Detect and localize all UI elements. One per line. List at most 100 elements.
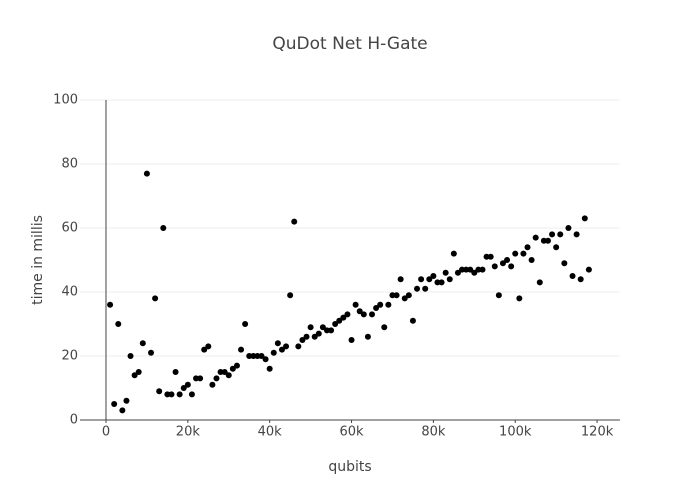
point — [131, 372, 138, 379]
point — [262, 356, 269, 363]
point — [303, 333, 310, 340]
point — [381, 324, 388, 331]
point — [532, 234, 539, 241]
point — [364, 333, 371, 340]
point — [336, 317, 343, 324]
point — [242, 321, 249, 327]
point — [225, 372, 232, 379]
point — [360, 311, 367, 318]
point — [143, 170, 150, 177]
point — [528, 257, 535, 263]
point — [577, 276, 584, 283]
point — [557, 231, 564, 238]
point — [180, 385, 187, 391]
point — [233, 362, 240, 369]
point — [442, 269, 449, 276]
point — [156, 388, 163, 395]
point — [495, 292, 502, 299]
point — [467, 266, 474, 273]
x-tick-label: 20k — [176, 425, 201, 440]
point — [393, 292, 400, 299]
point — [139, 340, 146, 347]
point — [536, 279, 543, 286]
point — [148, 349, 155, 356]
y-tick-label: 100 — [53, 93, 78, 108]
point — [344, 311, 351, 318]
point — [197, 375, 204, 382]
point — [201, 346, 208, 353]
point — [283, 343, 290, 350]
point — [471, 269, 478, 276]
y-tick-label: 60 — [61, 221, 78, 236]
point — [504, 257, 511, 263]
point — [278, 346, 285, 353]
point — [377, 301, 384, 308]
point — [553, 244, 560, 251]
point — [287, 292, 294, 299]
point — [368, 311, 375, 318]
point — [123, 397, 130, 404]
point — [348, 337, 355, 343]
x-tick-label: 120k — [581, 425, 614, 440]
y-tick-label: 40 — [61, 285, 78, 300]
point — [438, 279, 445, 286]
y-tick-label: 80 — [61, 157, 78, 172]
point — [295, 343, 302, 350]
point — [168, 391, 175, 398]
x-tick-label: 0 — [102, 425, 110, 440]
point — [356, 308, 363, 315]
point — [332, 321, 339, 327]
point — [172, 369, 179, 375]
point — [520, 250, 527, 257]
point — [352, 301, 359, 308]
point — [340, 314, 347, 321]
point — [561, 260, 568, 267]
point — [446, 276, 453, 283]
x-tick-label: 60k — [339, 425, 364, 440]
point — [418, 276, 425, 283]
x-tick-label: 100k — [499, 425, 532, 440]
point — [209, 381, 216, 388]
point — [311, 333, 318, 340]
x-tick-label: 80k — [421, 425, 446, 440]
point — [454, 269, 461, 276]
point — [508, 263, 515, 270]
y-tick-label: 20 — [61, 349, 78, 364]
point — [405, 292, 412, 299]
point — [307, 324, 314, 331]
y-axis-label: time in millis — [30, 215, 46, 305]
point — [422, 285, 429, 292]
point — [450, 250, 457, 257]
point — [229, 365, 236, 372]
point — [152, 295, 159, 302]
point — [270, 349, 277, 356]
point — [573, 231, 580, 238]
point — [544, 237, 551, 244]
point — [274, 340, 281, 347]
point — [409, 317, 416, 324]
point — [188, 391, 195, 398]
point — [291, 218, 298, 225]
x-tick-label: 40k — [258, 425, 283, 440]
point — [176, 391, 183, 398]
y-tick-label: 0 — [70, 413, 78, 428]
point — [491, 263, 498, 270]
point — [569, 273, 576, 279]
point — [581, 215, 588, 222]
x-axis-label: qubits — [328, 459, 371, 475]
point — [549, 231, 556, 238]
point — [430, 273, 437, 279]
point — [205, 343, 212, 350]
point — [319, 324, 326, 331]
chart-title: QuDot Net H-Gate — [272, 34, 427, 54]
point — [160, 225, 167, 231]
point — [565, 225, 572, 231]
point — [221, 369, 228, 375]
point — [127, 353, 134, 359]
point — [119, 407, 126, 414]
point — [373, 305, 380, 311]
point — [397, 276, 404, 283]
point — [238, 346, 245, 353]
point — [111, 401, 118, 407]
